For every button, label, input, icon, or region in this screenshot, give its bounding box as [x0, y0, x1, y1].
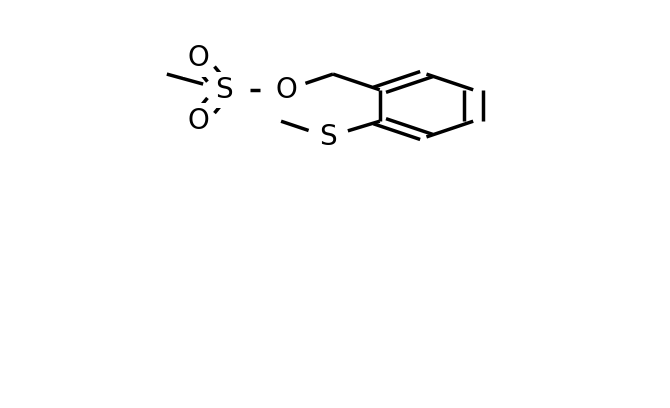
Text: O: O	[275, 76, 297, 104]
Text: O: O	[187, 44, 209, 72]
Text: S: S	[319, 123, 336, 151]
Text: O: O	[187, 107, 209, 135]
Text: S: S	[215, 76, 232, 104]
